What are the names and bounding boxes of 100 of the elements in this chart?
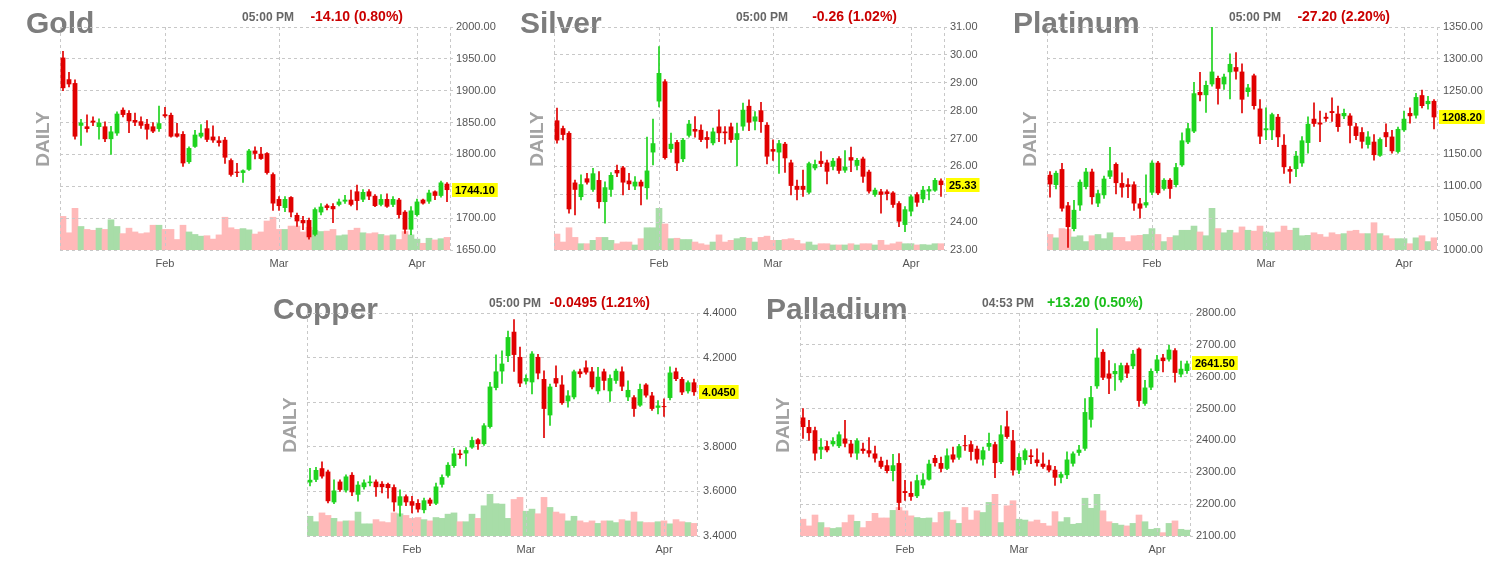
text: -0.0495 (1.21%) — [549, 294, 650, 310]
bar — [583, 243, 591, 250]
x-tick-label: Mar — [1256, 256, 1276, 269]
bar — [101, 229, 109, 250]
y-tick-label: 31.00 — [950, 20, 978, 33]
bar — [1406, 243, 1414, 250]
y-tick-label: 1650.00 — [456, 243, 496, 256]
x-tick-label: Apr — [408, 256, 426, 269]
bar — [281, 229, 289, 250]
candlestick — [692, 116, 698, 138]
y-tick-label: 27.00 — [950, 131, 978, 144]
x-tick-label: Mar — [516, 542, 536, 555]
bar — [589, 240, 597, 250]
chart-subtitle: 05:00 PM — [489, 296, 542, 310]
bar — [1129, 523, 1137, 536]
bar — [383, 235, 391, 250]
x-tick-label: Apr — [1395, 256, 1413, 269]
x-tick-label: Mar — [269, 256, 289, 269]
y-tick-label: 1250.00 — [1443, 83, 1483, 96]
bar — [1364, 233, 1372, 250]
y-tick-label: 2400.00 — [1196, 433, 1236, 446]
text: +13.20 (0.50%) — [1046, 294, 1143, 310]
text: 1208.20 — [1442, 110, 1482, 123]
y-tick-label: 2300.00 — [1196, 465, 1236, 478]
bar — [823, 527, 831, 536]
bar — [595, 237, 603, 250]
bar — [943, 511, 951, 536]
chart-subtitle: 05:00 PM — [242, 10, 295, 24]
y-tick-label: 2000.00 — [456, 20, 496, 33]
chart-title: Palladium — [766, 292, 908, 325]
bar — [1088, 235, 1096, 250]
y-axis-title: DAILY — [772, 396, 793, 453]
text: -27.20 (2.20%) — [1297, 8, 1390, 24]
x-tick-label: Apr — [655, 542, 673, 555]
x-tick-label: Feb — [155, 256, 175, 269]
candlestick — [1107, 147, 1113, 179]
bar — [684, 522, 692, 536]
y-axis-title: DAILY — [32, 110, 53, 167]
x-tick-label: Mar — [1009, 542, 1029, 555]
bar — [637, 238, 645, 250]
bar — [1340, 233, 1348, 250]
bar — [690, 523, 697, 536]
bar — [1430, 237, 1437, 250]
x-tick-label: Apr — [1148, 542, 1166, 555]
bar — [889, 510, 897, 536]
y-tick-label: 1150.00 — [1443, 147, 1482, 160]
bar — [474, 518, 482, 536]
bar — [636, 521, 644, 536]
candlestick — [770, 139, 776, 161]
x-tick-label: Feb — [1142, 256, 1162, 269]
chart-title: Platinum — [1013, 6, 1140, 39]
y-tick-label: 28.00 — [950, 103, 978, 116]
bar — [377, 234, 385, 250]
y-tick-label: 3.8000 — [703, 439, 737, 452]
y-tick-label: 2200.00 — [1196, 497, 1236, 510]
bar — [1418, 235, 1426, 250]
bar — [594, 523, 602, 536]
y-tick-label: 24.00 — [950, 215, 978, 228]
y-tick-label: 26.00 — [950, 159, 978, 172]
text: 1744.10 — [455, 183, 495, 196]
bar — [456, 521, 464, 536]
y-tick-label: 1300.00 — [1443, 51, 1483, 64]
y-tick-label: 1850.00 — [456, 115, 496, 128]
bar — [853, 520, 861, 536]
candlestick — [704, 131, 710, 149]
bar — [1159, 532, 1167, 536]
x-tick-label: Feb — [402, 542, 422, 555]
y-tick-label: 3.4000 — [703, 529, 737, 542]
candlestick — [1119, 172, 1125, 198]
candlestick — [84, 114, 90, 133]
chart-subtitle: 05:00 PM — [736, 10, 789, 24]
chart-title: Silver — [520, 6, 602, 39]
y-tick-label: 30.00 — [950, 47, 978, 60]
bar — [577, 243, 585, 250]
x-tick-label: Apr — [902, 256, 920, 269]
candlestick — [174, 122, 180, 138]
bar — [666, 523, 674, 536]
y-tick-label: 1700.00 — [456, 211, 496, 224]
bar — [1154, 234, 1162, 250]
bar — [817, 522, 825, 536]
bar — [77, 226, 85, 250]
text: 2641.50 — [1195, 356, 1235, 369]
bar — [618, 519, 626, 536]
bar — [1244, 229, 1252, 250]
candlestick — [848, 146, 854, 172]
bar — [1370, 222, 1378, 250]
bar — [1214, 228, 1222, 250]
x-tick-label: Mar — [763, 256, 783, 269]
candlestick — [1287, 166, 1293, 184]
bar — [654, 521, 662, 536]
chart-subtitle: 04:53 PM — [982, 296, 1035, 310]
bar — [155, 224, 163, 250]
candlestick — [1028, 449, 1034, 465]
candlestick — [1233, 52, 1239, 80]
bar — [336, 521, 344, 536]
text: 25.33 — [949, 178, 977, 191]
bar — [1052, 237, 1060, 250]
y-tick-label: 4.2000 — [703, 350, 737, 363]
bar — [667, 238, 675, 250]
y-tick-label: 4.4000 — [703, 306, 737, 319]
